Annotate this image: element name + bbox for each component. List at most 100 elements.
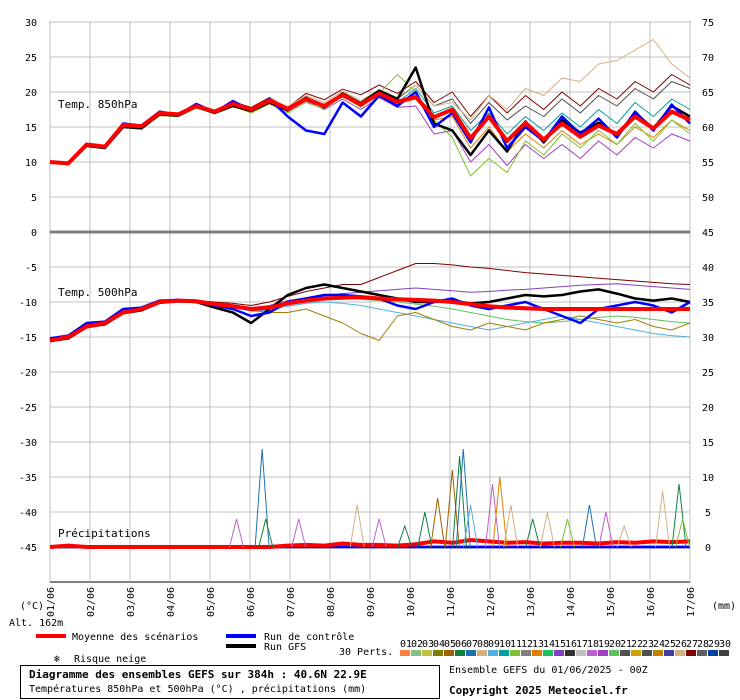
x-tick-label: 15/06	[606, 587, 617, 617]
precip-spike	[229, 518, 244, 548]
pert-swatch	[422, 650, 432, 656]
pert-number: 14	[543, 639, 555, 650]
pert-swatch	[455, 650, 465, 656]
pert-swatch	[686, 650, 696, 656]
pert-swatch	[642, 650, 652, 656]
x-tick-label: 10/06	[406, 587, 417, 617]
x-tick-label: 09/06	[366, 587, 377, 617]
precip-spike	[254, 448, 270, 548]
legend-snow-label: Risque neige	[74, 654, 146, 665]
pert-number: 29	[708, 639, 720, 650]
panel-label: Précipitations	[58, 527, 151, 540]
precip-spike	[560, 518, 575, 548]
pert-number: 04	[433, 639, 445, 650]
chart-legend: Moyenne des scénarios Run de contrôleRun …	[9, 618, 731, 665]
precip-spike	[291, 518, 307, 548]
left-tick-label: 0	[31, 228, 37, 239]
pert-swatch	[697, 650, 707, 656]
footer-subtitle: Températures 850hPa et 500hPa (°C) , pré…	[29, 684, 367, 695]
pert-swatch	[598, 650, 608, 656]
x-tick-label: 16/06	[646, 587, 657, 617]
pert-swatch	[664, 650, 674, 656]
series-line	[49, 295, 690, 343]
run-info: Ensemble GEFS du 01/06/2025 - 00Z	[449, 665, 648, 676]
precip-spike	[671, 483, 687, 548]
right-tick-label: 70	[702, 53, 714, 64]
left-tick-label: 10	[25, 158, 37, 169]
right-tick-label: 60	[702, 123, 714, 134]
left-tick-label: -10	[19, 298, 37, 309]
left-tick-label: 25	[25, 53, 37, 64]
left-tick-label: 5	[31, 193, 37, 204]
pert-number: 02	[411, 639, 423, 650]
precip-spike	[455, 448, 471, 548]
right-tick-label: 75	[702, 18, 714, 29]
precip-spike	[503, 504, 519, 548]
pert-number: 09	[488, 639, 500, 650]
precip-spike	[616, 524, 632, 548]
x-tick-label: 12/06	[486, 587, 497, 617]
pert-number: 18	[587, 639, 599, 650]
right-tick-label: 65	[702, 88, 714, 99]
left-tick-label: -45	[19, 543, 37, 554]
pert-number: 10	[499, 639, 511, 650]
x-tick-label: 05/06	[206, 587, 217, 617]
precip-spike	[675, 518, 691, 548]
pert-number: 12	[521, 639, 533, 650]
pert-swatch	[675, 650, 685, 656]
left-tick-label: -15	[19, 333, 37, 344]
precip-spike	[258, 518, 274, 548]
right-tick-label: 45	[702, 228, 714, 239]
pert-number: 28	[697, 639, 709, 650]
pert-swatch	[411, 650, 421, 656]
pert-swatch	[510, 650, 520, 656]
pert-swatch	[719, 650, 729, 656]
right-tick-label: 5	[705, 508, 711, 519]
right-tick-label: 30	[702, 333, 714, 344]
x-tick-label: 08/06	[326, 587, 337, 617]
footer-title: Diagramme des ensembles GEFS sur 384h : …	[29, 668, 367, 681]
pert-number: 22	[631, 639, 643, 650]
panel-label: Temp. 500hPa	[58, 286, 137, 299]
pert-number: 17	[576, 639, 588, 650]
panel-label: Temp. 850hPa	[58, 98, 137, 111]
pert-swatch	[433, 650, 443, 656]
pert-swatch	[631, 650, 641, 656]
pert-number: 07	[466, 639, 478, 650]
pert-number: 08	[477, 639, 489, 650]
precip-spike	[655, 490, 671, 548]
pert-swatch	[609, 650, 619, 656]
right-unit-label: (mm)	[712, 601, 736, 612]
left-tick-label: -25	[19, 403, 37, 414]
legend-mean-label: Moyenne des scénarios	[72, 631, 198, 643]
pert-swatch	[444, 650, 454, 656]
copyright: Copyright 2025 Meteociel.fr	[449, 684, 628, 697]
pert-swatch	[400, 650, 410, 656]
pert-number: 24	[653, 639, 665, 650]
pert-swatch	[587, 650, 597, 656]
x-tick-label: 01/06	[46, 587, 57, 617]
chart-labels: 01/06 02/06 03/06 04/06 05/06 06/06 07/06 08/06…	[19, 18, 736, 617]
pert-number: 03	[422, 639, 434, 650]
pert-swatch	[499, 650, 509, 656]
precip-spike	[581, 504, 597, 548]
x-tick-label: 06/06	[246, 587, 257, 617]
right-tick-label: 15	[702, 438, 714, 449]
pert-number: 01	[400, 639, 412, 650]
snow-icon: ❄	[54, 654, 61, 665]
right-tick-label: 20	[702, 403, 714, 414]
perts-label: 30 Perts.	[339, 647, 393, 658]
right-tick-label: 50	[702, 193, 714, 204]
legend-gfs-label: Run GFS	[264, 642, 306, 653]
left-tick-label: 30	[25, 18, 37, 29]
pert-number: 05	[444, 639, 456, 650]
precip-spike	[598, 511, 614, 548]
pert-swatch	[543, 650, 553, 656]
x-tick-label: 17/06	[686, 587, 697, 617]
pert-swatch	[620, 650, 630, 656]
left-unit-label: (°C)	[20, 601, 44, 612]
left-tick-label: -30	[19, 438, 37, 449]
left-tick-label: -40	[19, 508, 37, 519]
pert-number: 23	[642, 639, 654, 650]
pert-swatch	[521, 650, 531, 656]
